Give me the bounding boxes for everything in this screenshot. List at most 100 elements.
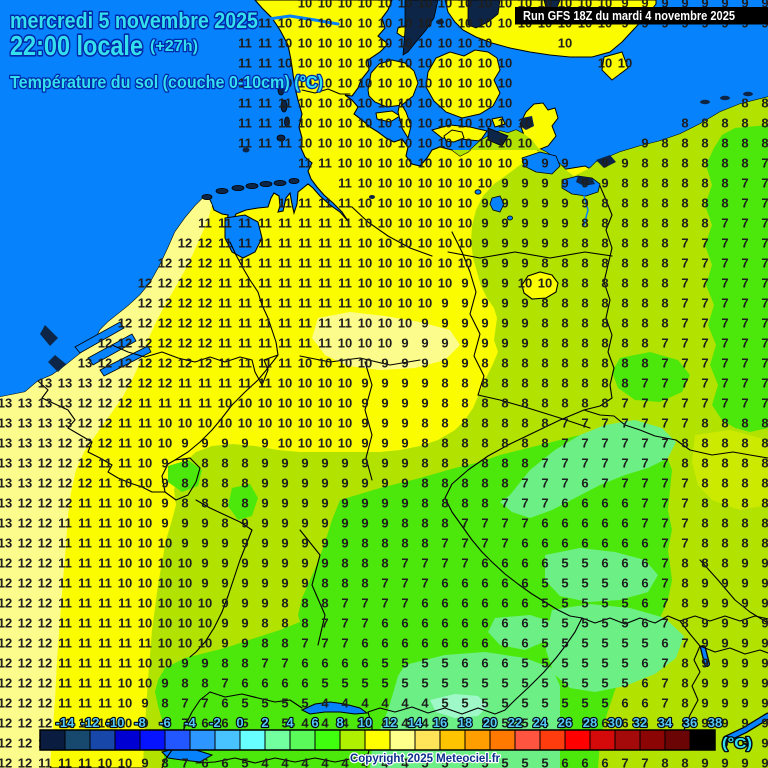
svg-text:10: 10: [578, 0, 592, 11]
svg-text:7: 7: [221, 676, 228, 691]
svg-text:8: 8: [541, 376, 548, 391]
svg-text:9: 9: [301, 576, 308, 591]
svg-text:6: 6: [501, 656, 508, 671]
svg-text:8: 8: [501, 476, 508, 491]
svg-text:11: 11: [58, 616, 72, 631]
svg-text:7: 7: [761, 296, 768, 311]
svg-text:8: 8: [681, 116, 688, 131]
svg-text:13: 13: [58, 396, 72, 411]
svg-text:9: 9: [461, 276, 468, 291]
svg-text:9: 9: [561, 156, 568, 171]
svg-text:7: 7: [681, 516, 688, 531]
svg-text:8: 8: [741, 496, 748, 511]
svg-text:7: 7: [661, 516, 668, 531]
svg-text:9: 9: [721, 756, 728, 768]
svg-text:10: 10: [498, 116, 512, 131]
svg-text:11: 11: [98, 636, 112, 651]
svg-text:8: 8: [621, 216, 628, 231]
svg-text:11: 11: [278, 316, 292, 331]
svg-text:8: 8: [661, 176, 668, 191]
svg-text:11: 11: [298, 276, 312, 291]
svg-text:7: 7: [661, 676, 668, 691]
svg-text:5: 5: [281, 696, 288, 711]
svg-text:9: 9: [741, 636, 748, 651]
svg-text:7: 7: [641, 416, 648, 431]
svg-text:9: 9: [541, 176, 548, 191]
svg-text:7: 7: [701, 356, 708, 371]
svg-text:11: 11: [78, 696, 92, 711]
svg-text:8: 8: [421, 416, 428, 431]
svg-text:13: 13: [78, 376, 92, 391]
svg-text:5: 5: [601, 656, 608, 671]
svg-text:8: 8: [541, 356, 548, 371]
svg-text:9: 9: [521, 196, 528, 211]
svg-text:9: 9: [401, 456, 408, 471]
svg-text:5: 5: [441, 676, 448, 691]
svg-text:9: 9: [741, 596, 748, 611]
svg-text:6: 6: [481, 596, 488, 611]
svg-text:9: 9: [381, 356, 388, 371]
svg-text:8: 8: [721, 156, 728, 171]
svg-text:10: 10: [258, 396, 272, 411]
svg-text:10: 10: [438, 0, 452, 11]
svg-text:8: 8: [701, 496, 708, 511]
svg-text:12: 12: [138, 356, 152, 371]
svg-text:10: 10: [418, 236, 432, 251]
svg-text:7: 7: [401, 596, 408, 611]
svg-text:8: 8: [681, 656, 688, 671]
svg-text:10: 10: [438, 156, 452, 171]
svg-text:12: 12: [198, 236, 212, 251]
svg-text:10: 10: [418, 36, 432, 51]
svg-text:8: 8: [461, 456, 468, 471]
svg-text:8: 8: [541, 336, 548, 351]
svg-text:7: 7: [741, 396, 748, 411]
svg-text:6: 6: [561, 496, 568, 511]
svg-text:5: 5: [541, 676, 548, 691]
svg-text:11: 11: [118, 656, 132, 671]
svg-text:10: 10: [398, 56, 412, 71]
svg-text:9: 9: [161, 516, 168, 531]
svg-text:10: 10: [298, 376, 312, 391]
svg-text:9: 9: [321, 536, 328, 551]
svg-text:10: 10: [398, 216, 412, 231]
svg-text:4: 4: [421, 716, 429, 731]
svg-text:12: 12: [18, 496, 32, 511]
svg-text:11: 11: [318, 316, 332, 331]
svg-text:7: 7: [621, 396, 628, 411]
svg-text:7: 7: [621, 456, 628, 471]
svg-text:9: 9: [341, 456, 348, 471]
svg-text:11: 11: [178, 376, 192, 391]
svg-text:10: 10: [478, 16, 492, 31]
svg-text:11: 11: [58, 536, 72, 551]
svg-text:9: 9: [201, 436, 208, 451]
svg-text:9: 9: [201, 656, 208, 671]
svg-text:5: 5: [381, 676, 388, 691]
svg-text:7: 7: [741, 236, 748, 251]
svg-text:6: 6: [201, 756, 208, 768]
svg-text:6: 6: [501, 616, 508, 631]
svg-text:11: 11: [98, 696, 112, 711]
svg-text:5: 5: [601, 616, 608, 631]
svg-text:6: 6: [481, 556, 488, 571]
svg-text:9: 9: [421, 336, 428, 351]
svg-text:6: 6: [481, 616, 488, 631]
svg-text:11: 11: [118, 416, 132, 431]
svg-text:9: 9: [761, 716, 768, 731]
svg-text:10: 10: [478, 96, 492, 111]
svg-text:8: 8: [421, 516, 428, 531]
svg-text:9: 9: [481, 196, 488, 211]
svg-text:7: 7: [681, 236, 688, 251]
svg-text:11: 11: [58, 676, 72, 691]
svg-text:10: 10: [378, 36, 392, 51]
svg-text:10: 10: [318, 376, 332, 391]
svg-text:5: 5: [621, 656, 628, 671]
svg-text:8: 8: [721, 116, 728, 131]
svg-text:12: 12: [0, 596, 12, 611]
svg-text:11: 11: [178, 396, 192, 411]
svg-text:8: 8: [701, 476, 708, 491]
svg-text:8: 8: [681, 136, 688, 151]
svg-text:10: 10: [558, 36, 572, 51]
svg-text:6: 6: [311, 715, 318, 730]
svg-text:9: 9: [621, 0, 628, 11]
svg-text:11: 11: [58, 656, 72, 671]
